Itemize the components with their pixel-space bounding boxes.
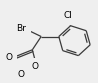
Text: O: O bbox=[32, 62, 39, 71]
Text: Cl: Cl bbox=[64, 11, 73, 20]
Text: O: O bbox=[18, 70, 25, 79]
Text: O: O bbox=[6, 53, 13, 62]
Text: Br: Br bbox=[16, 24, 26, 33]
